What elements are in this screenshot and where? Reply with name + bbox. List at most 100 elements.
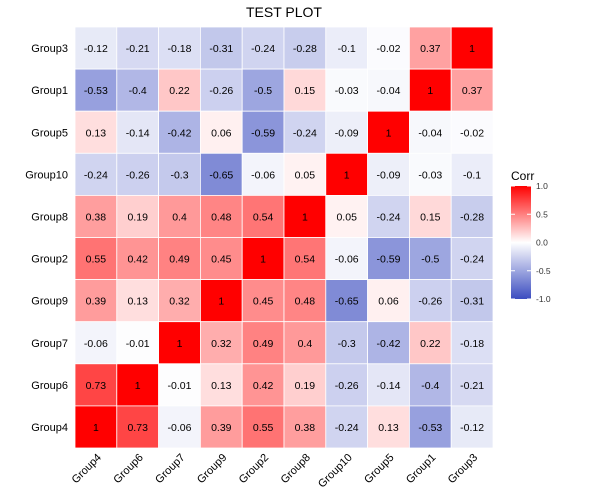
cell-value-label: 0.45 (211, 254, 232, 266)
cell-value-label: -0.31 (209, 43, 233, 55)
cell-value-label: 1 (302, 211, 308, 223)
row-tick-label: Group7 (31, 338, 68, 350)
cell-value-label: -0.1 (463, 169, 481, 181)
heatmap-cell (241, 237, 285, 280)
row-tick-label: Group3 (31, 43, 68, 55)
column-tick-label: Group7 (153, 452, 187, 486)
cell-value-label: 0.42 (253, 380, 274, 392)
cell-value-label: -0.24 (335, 422, 359, 434)
cell-value-label: 0.15 (295, 85, 316, 97)
column-tick-label: Group6 (111, 452, 145, 486)
heatmap-cell (367, 237, 410, 280)
cell-value-label: -0.24 (293, 127, 317, 139)
heatmap-cell (116, 321, 160, 365)
heatmap-cell (408, 194, 452, 238)
cell-value-label: 0.37 (420, 43, 441, 55)
row-tick-label: Group1 (31, 85, 68, 97)
legend-tick-label: 0.0 (536, 238, 548, 248)
row-tick-label: Group8 (31, 211, 68, 223)
legend-tick-label: 1.0 (536, 181, 548, 191)
heatmap-cell (283, 194, 327, 238)
cell-value-label: 0.54 (295, 254, 316, 266)
heatmap-cell (283, 363, 327, 407)
cell-value-label: -0.24 (460, 254, 484, 266)
heatmap-cell (450, 237, 494, 280)
cell-value-label: 0.39 (211, 422, 232, 434)
cell-value-label: -0.06 (168, 422, 192, 434)
heatmap-cell (450, 279, 494, 323)
cell-value-label: 0.22 (169, 85, 190, 97)
heatmap-cell (408, 405, 452, 449)
cell-value-label: 1 (344, 169, 350, 181)
chart-title: TEST PLOT (246, 4, 322, 20)
cell-value-label: -0.24 (377, 211, 401, 223)
cell-value-label: -0.5 (254, 85, 272, 97)
heatmap-cell (450, 405, 494, 449)
cell-value-label: 1 (177, 338, 183, 350)
cell-value-label: 0.13 (86, 127, 107, 139)
cell-value-label: 0.22 (420, 338, 441, 350)
legend-colorbar (511, 186, 531, 299)
heatmap-cell (408, 68, 452, 112)
heatmap-cell (283, 237, 327, 280)
heatmap-cell (158, 279, 201, 323)
heatmap-cell (116, 26, 160, 70)
cell-value-label: -0.28 (460, 211, 484, 223)
heatmap-cell (367, 405, 410, 449)
cell-value-label: 0.13 (211, 380, 232, 392)
heatmap-cell (367, 321, 410, 365)
heatmap-cell (158, 194, 201, 238)
cell-value-label: 0.48 (211, 211, 232, 223)
cell-value-label: -0.3 (170, 169, 188, 181)
cell-value-label: -0.01 (126, 338, 150, 350)
cell-value-label: -0.31 (460, 296, 484, 308)
heatmap-cell (74, 237, 118, 280)
cell-value-label: 0.54 (253, 211, 274, 223)
heatmap-cell (199, 279, 243, 323)
heatmap-cell (74, 110, 118, 154)
cell-value-label: 1 (93, 422, 99, 434)
column-tick-label: Group1 (404, 452, 438, 486)
cell-value-label: -0.42 (168, 127, 192, 139)
cell-value-label: 0.37 (462, 85, 483, 97)
heatmap-cell (408, 152, 452, 196)
cell-value-label: -0.06 (84, 338, 108, 350)
cell-value-label: -0.01 (168, 380, 192, 392)
heatmap-cell (408, 237, 452, 280)
cell-value-label: 1 (218, 296, 224, 308)
heatmap-cell (325, 363, 368, 407)
cell-value-label: 0.13 (378, 422, 399, 434)
heatmap-cell (116, 279, 160, 323)
heatmap-cell (450, 152, 494, 196)
heatmap-cell (450, 321, 494, 365)
cell-value-label: -0.21 (126, 43, 150, 55)
cell-value-label: 0.06 (211, 127, 232, 139)
heatmap-cell (450, 363, 494, 407)
cell-value-label: 0.19 (127, 211, 148, 223)
heatmap-cell (199, 237, 243, 280)
cell-value-label: -0.04 (418, 127, 442, 139)
cell-value-label: 1 (469, 43, 475, 55)
legend-title: Corr (511, 169, 534, 183)
cell-value-label: 0.06 (378, 296, 399, 308)
cell-value-label: -0.24 (84, 169, 108, 181)
cell-value-label: 0.48 (295, 296, 316, 308)
heatmap-cell (199, 405, 243, 449)
row-tick-label: Group2 (31, 254, 68, 266)
heatmap-cell (241, 194, 285, 238)
cell-value-label: -0.14 (126, 127, 150, 139)
cell-value-label: 0.4 (172, 211, 187, 223)
cell-value-label: -0.42 (377, 338, 401, 350)
heatmap-cell (116, 363, 160, 407)
cell-value-label: -0.02 (377, 43, 401, 55)
heatmap-cell (325, 321, 368, 365)
row-tick-label: Group4 (31, 422, 68, 434)
heatmap-cell (408, 321, 452, 365)
column-tick-label: Group8 (279, 452, 313, 486)
cell-value-label: 1 (260, 254, 266, 266)
cell-value-label: -0.02 (460, 127, 484, 139)
cell-value-label: -0.18 (460, 338, 484, 350)
heatmap-cell (158, 26, 201, 70)
cell-value-label: -0.26 (335, 380, 359, 392)
heatmap-cell (283, 68, 327, 112)
